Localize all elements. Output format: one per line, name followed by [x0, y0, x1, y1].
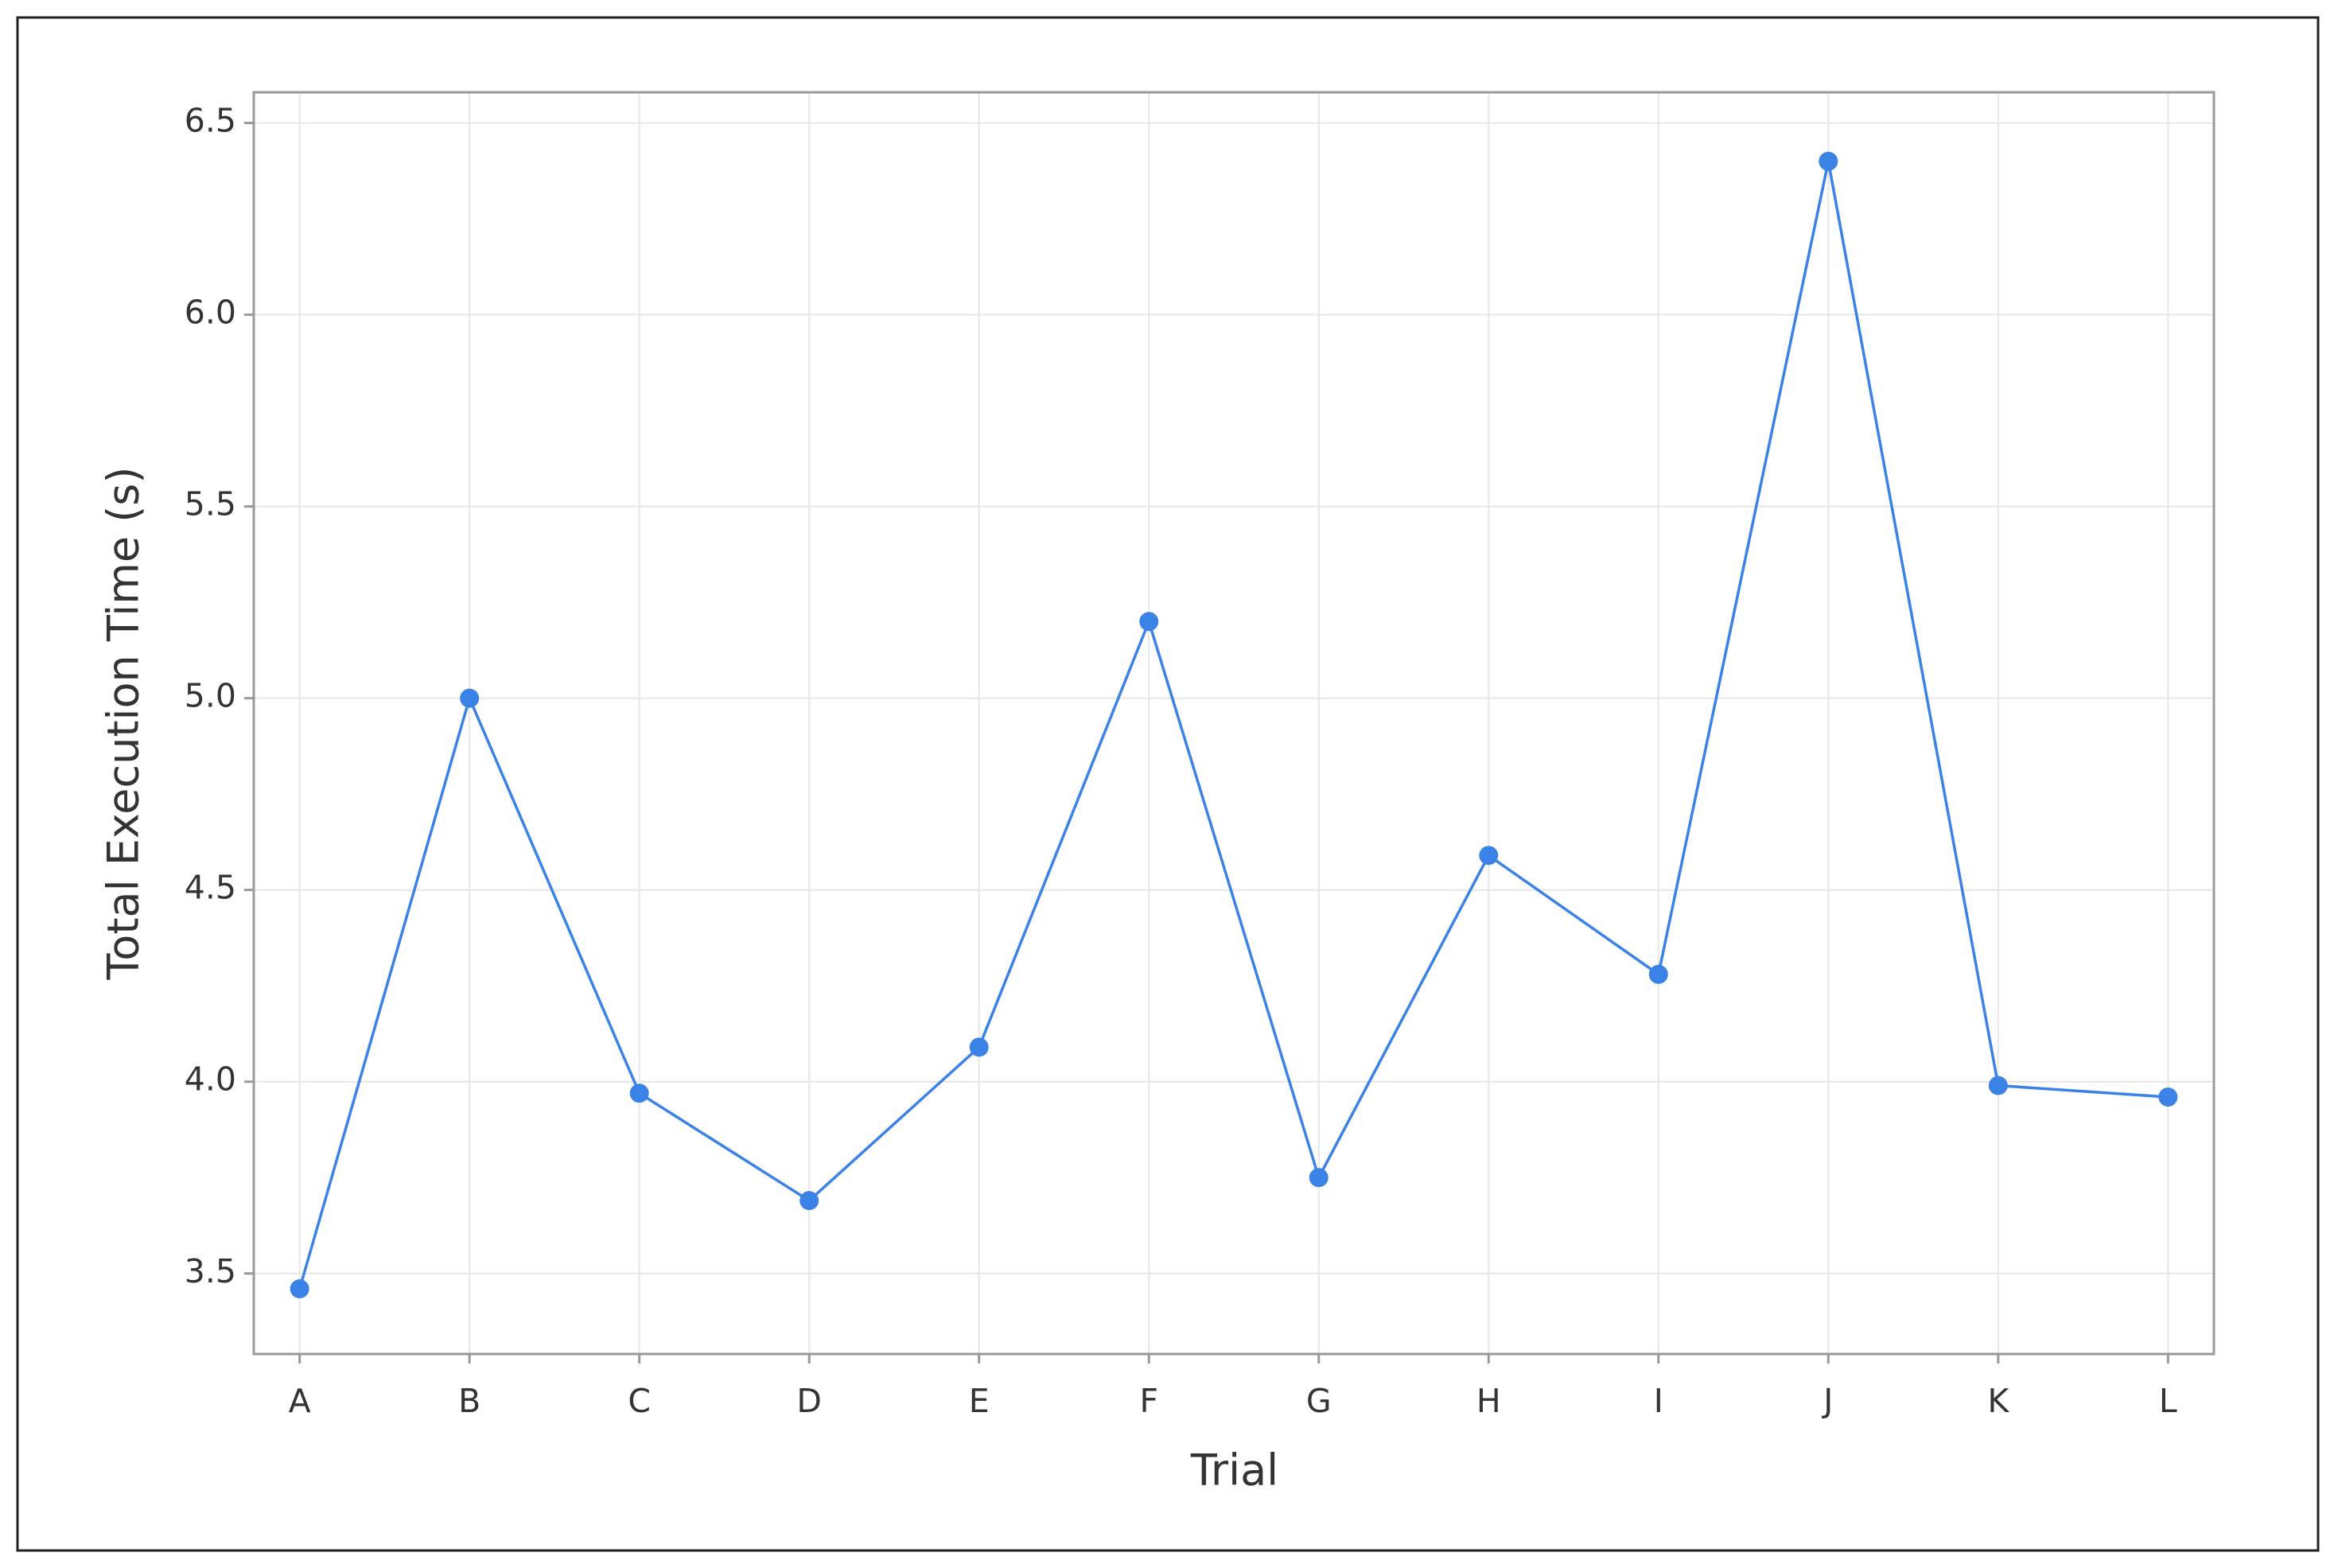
x-tick-label: B [458, 1382, 480, 1420]
y-tick-label: 5.0 [185, 677, 236, 715]
data-point [1309, 1168, 1328, 1188]
data-point [1819, 151, 1838, 171]
x-tick-label: K [1987, 1382, 2009, 1420]
data-point [2158, 1087, 2178, 1107]
y-tick-label: 4.5 [185, 869, 236, 907]
data-point [799, 1191, 819, 1211]
data-point [290, 1279, 309, 1299]
y-tick-label: 4.0 [185, 1060, 236, 1099]
data-point [1988, 1076, 2008, 1095]
grid [254, 92, 2214, 1354]
x-tick-label: A [289, 1382, 311, 1420]
data-point [1479, 846, 1499, 866]
x-tick-label: C [628, 1382, 651, 1420]
y-tick-label: 3.5 [185, 1252, 236, 1290]
y-tick-label: 6.0 [185, 294, 236, 332]
y-axis-title: Total Execution Time (s) [99, 466, 149, 980]
data-point [629, 1084, 649, 1103]
x-tick-label: I [1654, 1382, 1663, 1420]
data-line [298, 161, 2169, 1290]
y-tick-label: 6.5 [185, 102, 236, 140]
x-tick-label: D [796, 1382, 822, 1420]
x-tick-label: H [1476, 1382, 1501, 1420]
y-tick-label: 5.5 [185, 485, 236, 523]
data-point [460, 688, 480, 708]
x-tick-label: L [2159, 1382, 2177, 1420]
x-axis-title: Trial [1190, 1445, 1278, 1496]
data-point [1648, 964, 1668, 984]
data-point [969, 1037, 989, 1057]
plot-frame [252, 91, 2215, 1356]
x-tick-label: J [1821, 1382, 1833, 1420]
data-point [1139, 612, 1159, 632]
x-tick-label: G [1306, 1382, 1332, 1420]
outer-frame [16, 16, 2320, 1552]
x-tick-label: F [1139, 1382, 1158, 1420]
x-tick-label: E [969, 1382, 990, 1420]
